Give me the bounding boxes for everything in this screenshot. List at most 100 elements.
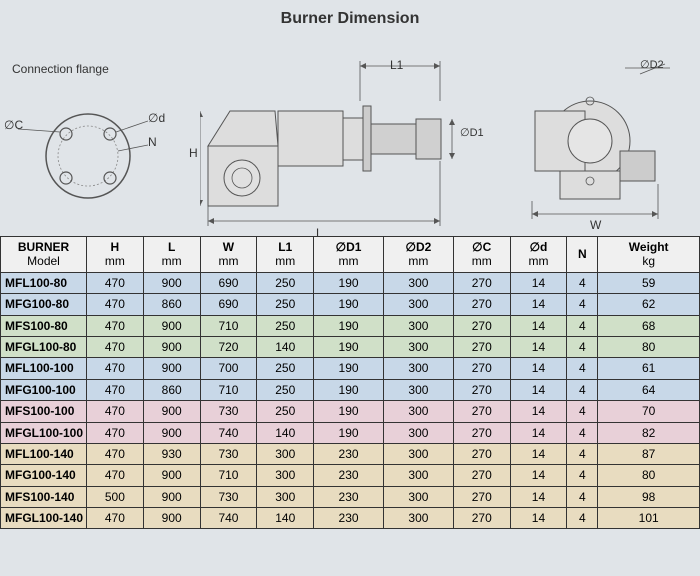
table-cell: 300 <box>383 315 453 336</box>
col-header: Wmm <box>200 237 257 273</box>
table-cell: 300 <box>383 465 453 486</box>
table-cell: 300 <box>383 272 453 293</box>
dim-d1: ∅D1 <box>460 126 484 139</box>
dim-l: L <box>316 226 323 240</box>
table-row: MFS100-8047090071025019030027014468 <box>1 315 700 336</box>
table-cell: 190 <box>314 379 384 400</box>
table-cell: MFG100-100 <box>1 379 87 400</box>
dim-h: H <box>189 146 198 160</box>
table-cell: 900 <box>143 358 200 379</box>
table-cell: 80 <box>598 465 700 486</box>
table-cell: 900 <box>143 401 200 422</box>
table-cell: 470 <box>87 379 144 400</box>
table-cell: 101 <box>598 508 700 529</box>
col-header: ∅D2mm <box>383 237 453 273</box>
dim-d2: ∅D2 <box>640 58 664 71</box>
table-row: MFS100-10047090073025019030027014470 <box>1 401 700 422</box>
table-row: MFG100-10047086071025019030027014464 <box>1 379 700 400</box>
table-cell: 14 <box>510 422 567 443</box>
table-cell: 4 <box>567 465 598 486</box>
table-cell: 250 <box>257 272 314 293</box>
table-cell: 68 <box>598 315 700 336</box>
table-cell: 300 <box>383 443 453 464</box>
technical-diagram: Connection flange ∅C ∅d N <box>0 36 700 236</box>
table-cell: 230 <box>314 465 384 486</box>
col-header: ∅Cmm <box>453 237 510 273</box>
table-cell: MFGL100-140 <box>1 508 87 529</box>
table-cell: 190 <box>314 294 384 315</box>
table-cell: 300 <box>383 358 453 379</box>
table-cell: 470 <box>87 336 144 357</box>
col-header: BURNERModel <box>1 237 87 273</box>
table-cell: 270 <box>453 336 510 357</box>
col-header: Lmm <box>143 237 200 273</box>
table-row: MFGL100-8047090072014019030027014480 <box>1 336 700 357</box>
table-cell: 270 <box>453 294 510 315</box>
table-cell: 4 <box>567 486 598 507</box>
table-cell: 270 <box>453 508 510 529</box>
table-cell: 80 <box>598 336 700 357</box>
table-cell: 4 <box>567 379 598 400</box>
table-cell: 140 <box>257 336 314 357</box>
table-cell: 70 <box>598 401 700 422</box>
table-cell: 250 <box>257 379 314 400</box>
dim-n: N <box>148 135 157 149</box>
table-cell: 730 <box>200 486 257 507</box>
table-cell: 300 <box>383 401 453 422</box>
table-cell: 720 <box>200 336 257 357</box>
table-cell: MFL100-140 <box>1 443 87 464</box>
table-cell: 14 <box>510 508 567 529</box>
table-cell: 4 <box>567 422 598 443</box>
table-cell: 900 <box>143 465 200 486</box>
table-cell: 98 <box>598 486 700 507</box>
table-cell: 860 <box>143 379 200 400</box>
table-cell: 270 <box>453 465 510 486</box>
table-cell: MFG100-80 <box>1 294 87 315</box>
table-cell: 270 <box>453 315 510 336</box>
table-row: MFL100-14047093073030023030027014487 <box>1 443 700 464</box>
table-cell: 59 <box>598 272 700 293</box>
table-cell: 250 <box>257 401 314 422</box>
table-cell: 470 <box>87 315 144 336</box>
table-row: MFGL100-10047090074014019030027014482 <box>1 422 700 443</box>
table-cell: MFGL100-80 <box>1 336 87 357</box>
table-cell: 860 <box>143 294 200 315</box>
table-cell: 300 <box>257 465 314 486</box>
table-cell: 14 <box>510 443 567 464</box>
col-header: N <box>567 237 598 273</box>
table-cell: 82 <box>598 422 700 443</box>
table-cell: 140 <box>257 508 314 529</box>
table-cell: 64 <box>598 379 700 400</box>
table-cell: 190 <box>314 422 384 443</box>
table-cell: 300 <box>383 336 453 357</box>
dim-d: ∅d <box>148 111 165 125</box>
side-profile-drawing <box>200 56 480 236</box>
table-cell: 710 <box>200 379 257 400</box>
table-cell: 690 <box>200 294 257 315</box>
table-cell: 300 <box>383 379 453 400</box>
table-cell: 230 <box>314 486 384 507</box>
table-cell: 14 <box>510 465 567 486</box>
table-cell: 730 <box>200 443 257 464</box>
table-cell: 270 <box>453 272 510 293</box>
table-cell: 690 <box>200 272 257 293</box>
dim-w: W <box>590 218 601 232</box>
dimension-table: BURNERModelHmmLmmWmmL1mm∅D1mm∅D2mm∅Cmm∅d… <box>0 236 700 529</box>
table-cell: 14 <box>510 294 567 315</box>
table-cell: 740 <box>200 422 257 443</box>
table-cell: 300 <box>383 422 453 443</box>
table-cell: 270 <box>453 486 510 507</box>
table-header-row: BURNERModelHmmLmmWmmL1mm∅D1mm∅D2mm∅Cmm∅d… <box>1 237 700 273</box>
table-cell: 300 <box>383 294 453 315</box>
table-cell: 300 <box>257 486 314 507</box>
table-cell: 4 <box>567 272 598 293</box>
table-cell: 250 <box>257 315 314 336</box>
table-cell: 4 <box>567 401 598 422</box>
table-cell: 14 <box>510 486 567 507</box>
table-row: MFGL100-140470900740140230300270144101 <box>1 508 700 529</box>
table-cell: 470 <box>87 422 144 443</box>
col-header: Weightkg <box>598 237 700 273</box>
table-cell: MFGL100-100 <box>1 422 87 443</box>
table-cell: 250 <box>257 358 314 379</box>
table-cell: 4 <box>567 294 598 315</box>
